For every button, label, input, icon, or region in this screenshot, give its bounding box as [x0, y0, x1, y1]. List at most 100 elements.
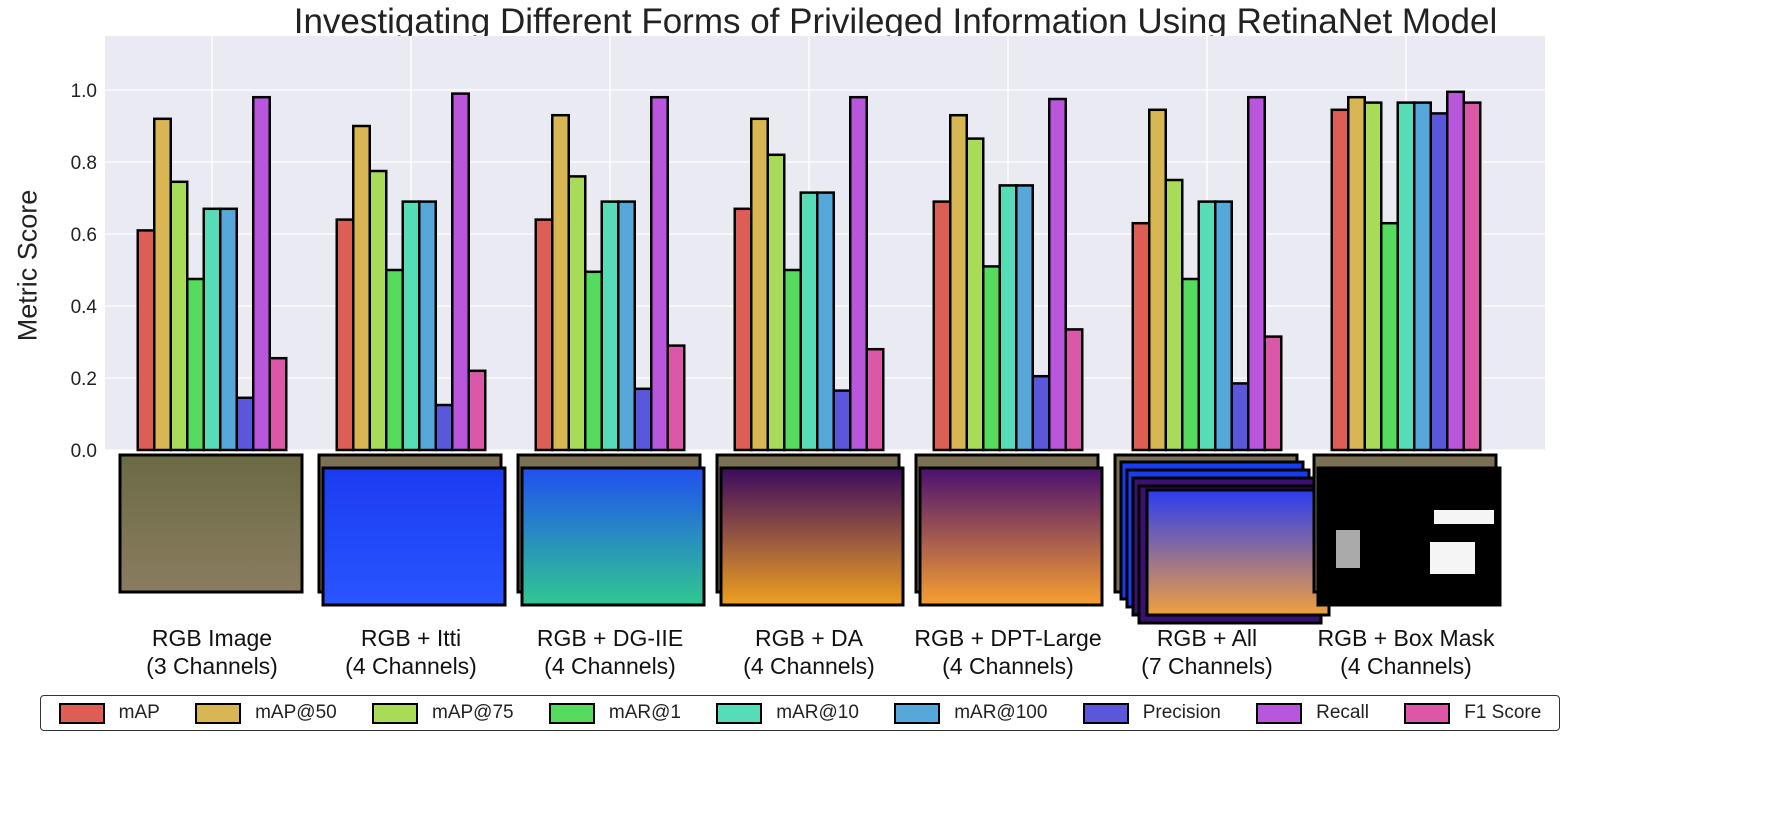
bar-map: [136, 229, 156, 452]
y-tick-label: 1.0: [71, 81, 97, 102]
x-tick-label: RGB + DA (4 Channels): [709, 624, 909, 680]
bar-f1-score: [1263, 335, 1283, 452]
legend-label: Recall: [1316, 702, 1369, 723]
bar-map-50: [949, 113, 968, 452]
y-tick-label: 0.4: [71, 297, 98, 318]
legend-swatch: [1404, 702, 1451, 724]
bar-recall: [1446, 90, 1465, 452]
x-tick-label-line: (4 Channels): [1340, 653, 1472, 679]
x-tick-label: RGB + Itti (4 Channels): [311, 624, 511, 680]
x-tick-label: RGB + Box Mask (4 Channels): [1306, 624, 1506, 680]
legend-item: mAP@75: [372, 702, 514, 724]
bar-recall: [1048, 97, 1067, 452]
bar-mar-100: [1214, 200, 1233, 452]
x-tick-label-line: RGB + DPT-Large: [914, 625, 1102, 651]
legend-item: mAP@50: [195, 702, 337, 724]
bar-precision: [1230, 382, 1250, 452]
y-tick-label: 0.6: [71, 225, 97, 246]
y-tick-label: 0.0: [71, 441, 97, 462]
legend-item: mAR@10: [716, 702, 859, 724]
legend-swatch: [1082, 702, 1129, 724]
legend-label: mAP: [118, 702, 160, 723]
bar-mar-100: [1413, 101, 1432, 452]
legend-item: Precision: [1082, 702, 1221, 724]
x-tick-label-line: (3 Channels): [146, 653, 278, 679]
bar-map: [534, 218, 554, 452]
legend-swatch: [58, 702, 105, 724]
bar-map-75: [169, 180, 189, 452]
channel-image-stack: [118, 453, 304, 594]
legend-swatch: [716, 702, 763, 724]
bar-f1-score: [865, 347, 885, 452]
channel-image: [321, 466, 507, 607]
box-mask: [1336, 530, 1360, 568]
x-tick-label-line: RGB + Box Mask: [1317, 625, 1495, 651]
bar-mar-10: [401, 200, 421, 452]
bar-recall: [650, 95, 669, 452]
bar-map-50: [153, 117, 172, 452]
legend-swatch: [372, 702, 418, 724]
legend-label: mAP@50: [255, 702, 337, 723]
box-mask: [1434, 510, 1494, 524]
legend-item: F1 Score: [1404, 702, 1541, 724]
bar-recall: [252, 95, 271, 452]
legend-item: mAR@100: [894, 702, 1047, 724]
bar-mar-10: [202, 207, 222, 452]
bar-map-75: [368, 169, 388, 452]
x-tick-label: RGB Image (3 Channels): [112, 624, 312, 680]
x-tick-label-line: RGB + All: [1156, 625, 1258, 651]
x-tick-label-line: (4 Channels): [544, 653, 676, 679]
bar-map-75: [1363, 101, 1383, 452]
bar-precision: [235, 396, 255, 452]
legend-swatch: [195, 702, 242, 724]
bar-mar-1: [186, 277, 205, 452]
channel-image-stack: [1113, 453, 1331, 625]
bar-mar-10: [799, 191, 819, 452]
legend-item: Recall: [1256, 702, 1369, 724]
x-tick-label: RGB + All (7 Channels): [1107, 624, 1307, 680]
bar-mar-100: [418, 200, 437, 452]
bar-f1-score: [467, 369, 487, 452]
bar-map-75: [766, 153, 786, 452]
x-tick-label-line: RGB + Itti: [360, 625, 462, 651]
channel-image: [1145, 488, 1331, 617]
x-tick-label-line: (4 Channels): [942, 653, 1074, 679]
channel-image-stack: [1312, 453, 1502, 607]
bar-mar-10: [600, 200, 620, 452]
x-tick-label-line: RGB + DG-IIE: [536, 625, 684, 651]
bar-mar-10: [1396, 101, 1416, 452]
bar-recall: [849, 95, 868, 452]
bar-map-50: [1347, 95, 1366, 452]
bar-mar-1: [783, 268, 802, 452]
bar-mar-100: [1015, 184, 1034, 452]
x-tick-label-line: (7 Channels): [1141, 653, 1273, 679]
bar-map-50: [750, 117, 769, 452]
legend: mAP mAP@50 mAP@75 mAR@1 mAR@10 mAR@100 Precisi…: [40, 695, 1560, 731]
x-tick-label-line: (4 Channels): [345, 653, 477, 679]
legend-label: mAR@10: [776, 702, 859, 723]
bar-map-50: [352, 124, 371, 452]
x-tick-label-line: (4 Channels): [743, 653, 875, 679]
channel-image-stack: [914, 453, 1104, 607]
chart-title: Investigating Different Forms of Privile…: [293, 2, 1498, 41]
y-tick-label: 0.2: [71, 369, 97, 390]
legend-label: mAP@75: [432, 702, 514, 723]
bar-map-75: [567, 175, 587, 452]
bar-mar-100: [219, 207, 238, 452]
channel-image-stack: [317, 453, 507, 607]
bar-map-50: [1148, 108, 1167, 452]
channel-image-stack: [715, 453, 905, 607]
bar-map-75: [1164, 178, 1184, 452]
bar-map: [1131, 221, 1151, 452]
bar-f1-score: [268, 356, 288, 452]
legend-item: mAP: [58, 702, 160, 724]
bar-precision: [633, 387, 653, 452]
bar-map-75: [965, 137, 985, 452]
bar-recall: [1247, 95, 1266, 452]
x-tick-label: RGB + DG-IIE (4 Channels): [510, 624, 710, 680]
channel-image: [918, 466, 1104, 607]
legend-swatch: [1256, 702, 1303, 724]
bar-map: [932, 200, 952, 452]
